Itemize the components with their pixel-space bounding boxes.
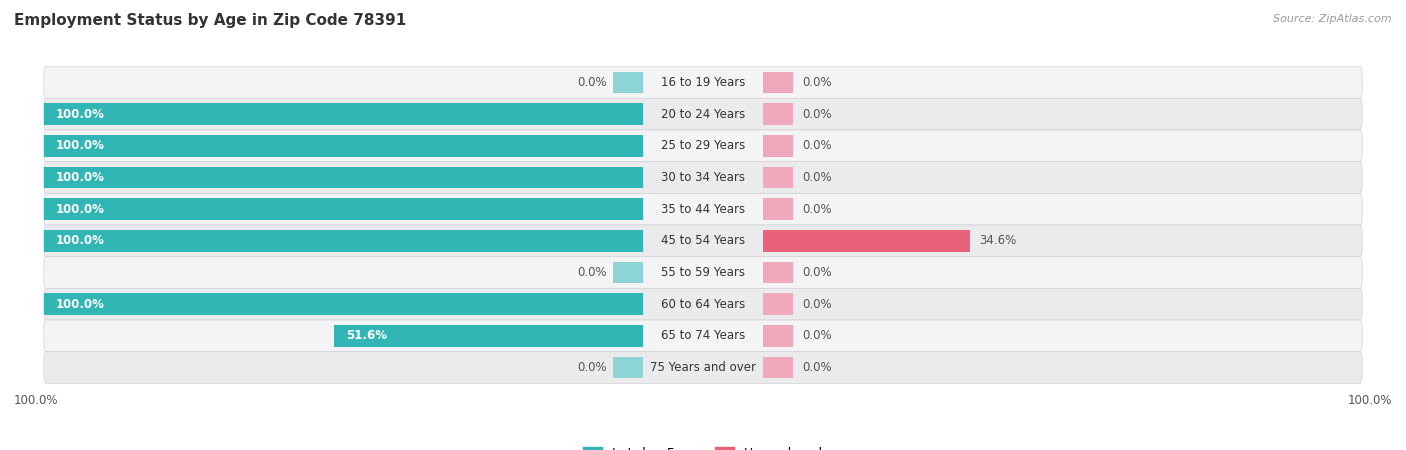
- Bar: [44, 198, 643, 220]
- Bar: [613, 262, 643, 283]
- Bar: [763, 325, 793, 346]
- Bar: [763, 230, 970, 252]
- Text: 100.0%: 100.0%: [56, 108, 105, 121]
- FancyBboxPatch shape: [44, 67, 1362, 99]
- FancyBboxPatch shape: [44, 225, 1362, 256]
- Text: 16 to 19 Years: 16 to 19 Years: [661, 76, 745, 89]
- Bar: [613, 72, 643, 93]
- Text: 100.0%: 100.0%: [56, 140, 105, 153]
- Text: 75 Years and over: 75 Years and over: [650, 361, 756, 374]
- FancyBboxPatch shape: [44, 162, 1362, 194]
- Bar: [613, 357, 643, 378]
- Text: 100.0%: 100.0%: [56, 234, 105, 248]
- Text: Employment Status by Age in Zip Code 78391: Employment Status by Age in Zip Code 783…: [14, 14, 406, 28]
- Legend: In Labor Force, Unemployed: In Labor Force, Unemployed: [578, 442, 828, 450]
- Text: 0.0%: 0.0%: [801, 140, 831, 153]
- Text: 0.0%: 0.0%: [578, 266, 607, 279]
- Bar: [763, 104, 793, 125]
- Text: 51.6%: 51.6%: [346, 329, 387, 342]
- Text: 35 to 44 Years: 35 to 44 Years: [661, 202, 745, 216]
- Text: 25 to 29 Years: 25 to 29 Years: [661, 140, 745, 153]
- Text: 0.0%: 0.0%: [801, 266, 831, 279]
- FancyBboxPatch shape: [44, 256, 1362, 288]
- Bar: [44, 135, 643, 157]
- Bar: [44, 230, 643, 252]
- Text: 0.0%: 0.0%: [801, 297, 831, 310]
- Text: 45 to 54 Years: 45 to 54 Years: [661, 234, 745, 248]
- Text: 0.0%: 0.0%: [578, 76, 607, 89]
- Text: 0.0%: 0.0%: [801, 171, 831, 184]
- Text: 0.0%: 0.0%: [801, 361, 831, 374]
- Bar: [44, 293, 643, 315]
- Bar: [763, 262, 793, 283]
- Text: 34.6%: 34.6%: [979, 234, 1017, 248]
- FancyBboxPatch shape: [44, 320, 1362, 351]
- FancyBboxPatch shape: [44, 351, 1362, 383]
- Bar: [763, 198, 793, 220]
- FancyBboxPatch shape: [44, 130, 1362, 162]
- Bar: [763, 72, 793, 93]
- Text: 100.0%: 100.0%: [56, 171, 105, 184]
- Text: 0.0%: 0.0%: [801, 108, 831, 121]
- Text: 0.0%: 0.0%: [801, 202, 831, 216]
- FancyBboxPatch shape: [44, 194, 1362, 225]
- Text: 100.0%: 100.0%: [56, 297, 105, 310]
- Text: 100.0%: 100.0%: [14, 394, 59, 407]
- Text: 100.0%: 100.0%: [1347, 394, 1392, 407]
- Bar: [763, 357, 793, 378]
- Text: 100.0%: 100.0%: [56, 202, 105, 216]
- Text: 65 to 74 Years: 65 to 74 Years: [661, 329, 745, 342]
- Bar: [763, 167, 793, 188]
- Text: 20 to 24 Years: 20 to 24 Years: [661, 108, 745, 121]
- Bar: [44, 104, 643, 125]
- Text: 0.0%: 0.0%: [578, 361, 607, 374]
- Bar: [763, 293, 793, 315]
- Text: 60 to 64 Years: 60 to 64 Years: [661, 297, 745, 310]
- Text: 0.0%: 0.0%: [801, 329, 831, 342]
- FancyBboxPatch shape: [44, 99, 1362, 130]
- FancyBboxPatch shape: [44, 288, 1362, 320]
- Bar: [763, 135, 793, 157]
- Text: 0.0%: 0.0%: [801, 76, 831, 89]
- Text: Source: ZipAtlas.com: Source: ZipAtlas.com: [1274, 14, 1392, 23]
- Bar: [44, 167, 643, 188]
- Text: 30 to 34 Years: 30 to 34 Years: [661, 171, 745, 184]
- Bar: [335, 325, 643, 346]
- Text: 55 to 59 Years: 55 to 59 Years: [661, 266, 745, 279]
